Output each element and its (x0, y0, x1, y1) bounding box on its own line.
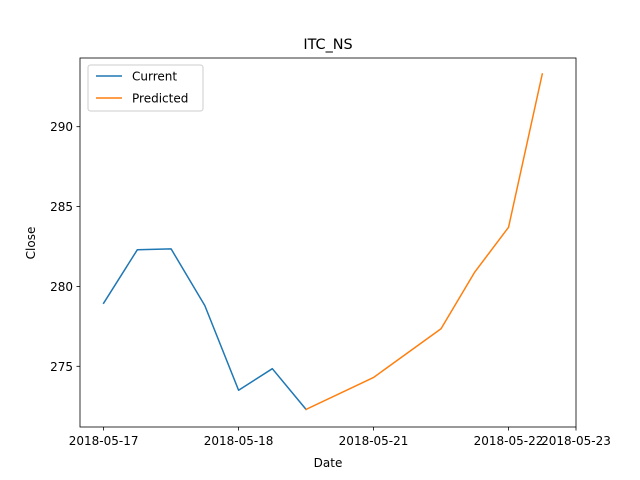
y-tick-label: 285 (50, 200, 73, 214)
x-tick-label: 2018-05-17 (69, 434, 139, 448)
y-axis: 275 280 285 290 (50, 120, 80, 374)
series-line-predicted (305, 73, 544, 411)
series-line-current (102, 248, 308, 411)
x-tick-label: 2018-05-21 (339, 434, 409, 448)
legend-label-predicted: Predicted (132, 92, 188, 106)
plot-area (79, 57, 577, 428)
y-tick-label: 275 (50, 360, 73, 374)
x-axis: 2018-05-17 2018-05-18 2018-05-21 2018-05-22… (69, 427, 611, 448)
legend: Current Predicted (87, 64, 204, 112)
x-tick-label: 2018-05-18 (204, 434, 274, 448)
y-tick-label: 290 (50, 120, 73, 134)
axes-frame (79, 57, 577, 428)
legend-label-current: Current (132, 70, 177, 84)
x-tick-label: 2018-05-22 (474, 434, 544, 448)
x-axis-label: Date (314, 456, 343, 470)
x-tick-label: 2018-05-23 (541, 434, 611, 448)
y-tick-label: 280 (50, 280, 73, 294)
y-axis-label: Close (24, 227, 38, 260)
chart-title: ITC_NS (303, 37, 352, 53)
